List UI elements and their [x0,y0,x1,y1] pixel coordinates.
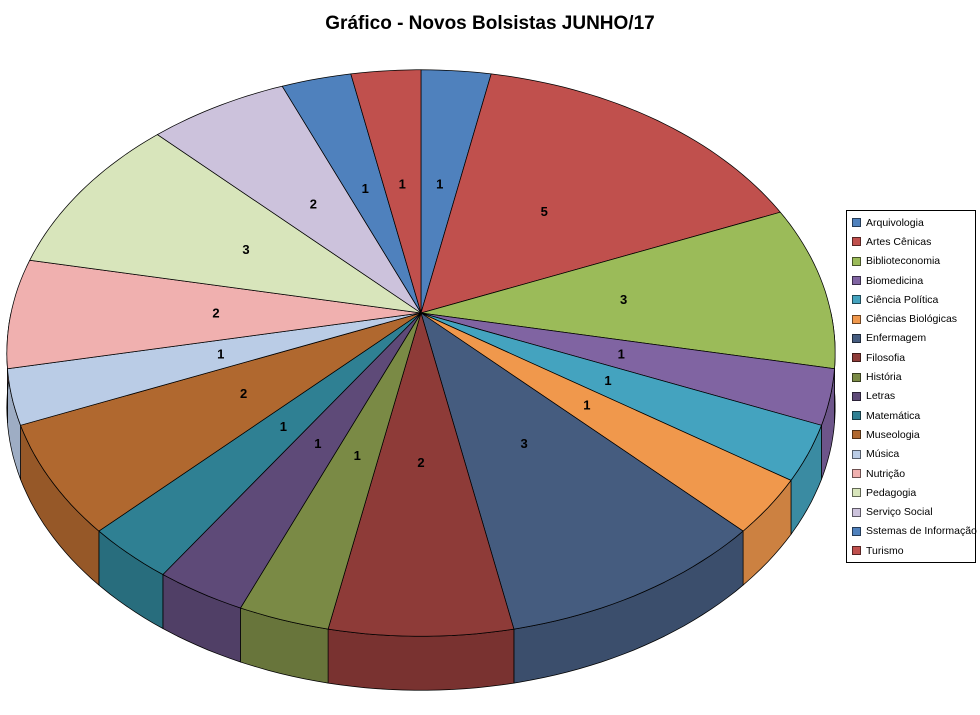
data-label-nutricao: 2 [212,306,219,321]
legend-swatch-icon [852,314,861,324]
legend-item-historia[interactable]: História [847,367,975,386]
pie-slice-nutricao[interactable] [6,259,422,370]
data-label-biomedicina: 1 [618,347,625,362]
data-label-filosofia: 2 [417,455,424,470]
legend-label: Biomedicina [866,274,924,287]
pie-slice-ciencia-politica[interactable] [420,312,822,481]
legend-item-ciencia-politica[interactable]: Ciência Política [847,290,975,309]
legend-item-pedagogia[interactable]: Pedagogia [847,483,975,502]
legend-swatch-icon [852,469,861,478]
pie-slice-museologia[interactable] [20,312,422,532]
data-label-letras: 1 [314,436,321,451]
legend-label: Artes Cênicas [866,235,932,248]
legend-item-enfermagem[interactable]: Enfermagem [847,329,975,348]
data-label-ciencia-politica: 1 [604,373,611,388]
legend-swatch-icon [852,372,861,382]
legend-label: Turismo [866,544,904,557]
legend-swatch-icon [852,449,861,459]
pie-slice-artes-cenicas[interactable] [420,73,781,314]
legend-label: Enfermagem [866,332,927,345]
legend-item-museologia[interactable]: Museologia [847,425,975,444]
data-label-musica: 1 [217,347,224,362]
legend-swatch-icon [852,507,861,517]
legend-label: Arquivologia [866,216,924,229]
legend-label: Museologia [866,428,920,441]
legend-swatch-icon [852,276,861,286]
pie-slice-side-filosofia [327,628,515,691]
legend-item-sstemas-de-informacao[interactable]: Sstemas de Informação [847,522,977,541]
legend-item-artes-cenicas[interactable]: Artes Cênicas [847,232,975,251]
pie-slice-historia[interactable] [240,312,422,630]
legend-swatch-icon [852,546,861,556]
pie-slice-sstemas-de-informacao[interactable] [281,73,422,314]
legend-swatch-icon [852,333,861,343]
legend-label: Serviço Social [866,506,933,519]
pie-slice-musica[interactable] [7,312,422,426]
pie-slice-ciencias-biologicas[interactable] [420,312,792,532]
legend-item-musica[interactable]: Música [847,445,975,464]
legend-label: Ciências Biológicas [866,313,958,326]
legend-label: Matemática [866,409,921,422]
legend-label: História [866,371,902,384]
legend-item-nutricao[interactable]: Nutrição [847,464,975,483]
data-label-museologia: 2 [240,386,247,401]
data-label-pedagogia: 3 [242,242,249,257]
legend-label: Sstemas de Informação [866,525,977,538]
legend-swatch-icon [852,353,861,363]
data-label-ciencias-biologicas: 1 [583,398,590,413]
legend-label: Ciência Política [866,293,939,306]
pie-slice-pedagogia[interactable] [29,134,422,314]
legend-item-letras[interactable]: Letras [847,387,975,406]
data-label-matematica: 1 [280,419,287,434]
pie-slice-enfermagem[interactable] [420,312,744,630]
legend-swatch-icon [852,488,861,498]
legend-swatch-icon [852,218,861,228]
pie-slice-turismo[interactable] [350,69,422,314]
pie-slice-filosofia[interactable] [327,312,515,637]
legend-label: Biblioteconomia [866,255,941,268]
pie-slice-letras[interactable] [162,312,422,609]
legend-item-arquivologia[interactable]: Arquivologia [847,213,975,232]
chart-title[interactable]: Gráfico - Novos Bolsistas JUNHO/17 [325,13,655,34]
legend-label: Letras [866,390,896,403]
legend-swatch-icon [852,237,861,247]
data-label-enfermagem: 3 [520,436,527,451]
legend-label: Pedagogia [866,486,917,499]
legend-item-biomedicina[interactable]: Biomedicina [847,271,975,290]
legend: Arquivologia Artes Cênicas Biblioteconomia… [846,210,977,564]
data-label-biblioteconomia: 3 [620,292,627,307]
legend-label: Filosofia [866,351,906,364]
legend-swatch-icon [852,430,861,440]
legend-item-turismo[interactable]: Turismo [847,541,975,560]
pie-slice-matematica[interactable] [98,312,422,575]
data-label-arquivologia: 1 [436,177,443,192]
legend-item-servico-social[interactable]: Serviço Social [847,502,975,521]
legend-item-biblioteconomia[interactable]: Biblioteconomia [847,252,975,271]
legend-item-matematica[interactable]: Matemática [847,406,975,425]
legend-swatch-icon [852,411,861,421]
legend-swatch-icon [852,295,861,305]
legend-label: Nutrição [866,467,906,480]
legend-item-ciencias-biologicas[interactable]: Ciências Biológicas [847,309,975,328]
pie-slice-servico-social[interactable] [157,85,422,314]
legend-swatch-icon [852,391,861,401]
pie-slice-biomedicina[interactable] [420,312,835,426]
legend-label: Música [866,448,900,461]
legend-item-filosofia[interactable]: Filosofia [847,348,975,367]
data-label-artes-cenicas: 5 [541,204,548,219]
data-label-servico-social: 2 [310,197,317,212]
data-label-turismo: 1 [399,177,406,192]
legend-swatch-icon [852,256,861,266]
data-label-historia: 1 [354,448,361,463]
data-label-sstemas-de-informacao: 1 [362,181,369,196]
legend-swatch-icon [852,526,861,536]
pie-slice-biblioteconomia[interactable] [420,211,836,370]
